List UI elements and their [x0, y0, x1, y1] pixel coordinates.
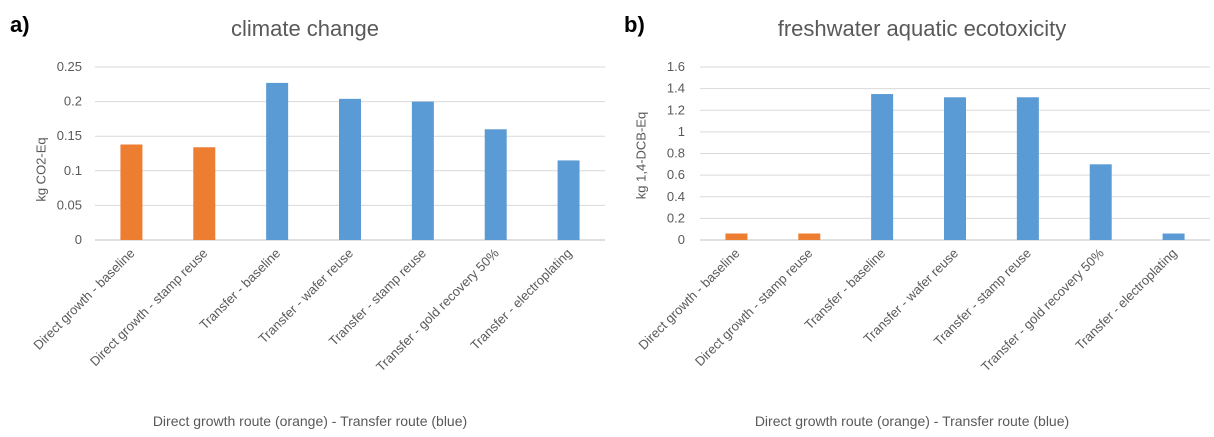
bar	[339, 98, 361, 240]
bar	[1016, 97, 1039, 241]
x-tick-label: Direct growth - stamp reuse	[87, 246, 211, 370]
y-tick-label: 0.6	[667, 167, 685, 182]
bar	[944, 97, 966, 241]
y-tick-label: 1.6	[667, 59, 685, 74]
y-tick-label: 1.2	[667, 102, 685, 117]
panel-label: a)	[10, 12, 30, 37]
bar	[411, 101, 434, 240]
y-tick-label: 0.05	[57, 197, 82, 212]
y-tick-label: 0.8	[667, 146, 685, 161]
bar	[266, 82, 289, 240]
chart-title: climate change	[231, 16, 379, 41]
bar	[725, 233, 748, 240]
x-axis-label: Direct growth route (orange) - Transfer …	[754, 413, 1070, 429]
y-tick-label: 0	[75, 232, 82, 247]
x-tick-label: Transfer - gold recovery 50%	[978, 245, 1107, 374]
y-tick-label: 0.25	[57, 59, 82, 74]
y-tick-label: 1.4	[667, 81, 685, 96]
x-tick-label: Direct growth - stamp reuse	[692, 246, 816, 370]
bar	[1162, 233, 1185, 240]
x-tick-label: Transfer - baseline	[196, 246, 283, 333]
bar	[1089, 164, 1112, 240]
chart-panel-b: b) freshwater aquatic ecotoxicity kg 1,4…	[612, 0, 1214, 437]
y-tick-label: 0.2	[64, 94, 82, 109]
bar	[557, 160, 580, 240]
bar	[871, 94, 894, 240]
bar	[120, 144, 143, 240]
bar	[193, 147, 216, 240]
y-tick-label: 0.2	[667, 210, 685, 225]
y-tick-label: 1	[678, 124, 685, 139]
x-tick-label: Transfer - baseline	[801, 246, 888, 333]
chart-panel-a: a) climate change kg CO2-Eq Direct growt…	[10, 12, 605, 429]
y-tick-label: 0.4	[667, 189, 685, 204]
bar	[484, 129, 507, 240]
y-tick-label: 0.15	[57, 128, 82, 143]
chart-title: freshwater aquatic ecotoxicity	[777, 16, 1067, 41]
y-tick-label: 0.1	[64, 163, 82, 178]
y-tick-label: 0	[678, 232, 685, 247]
x-axis-label: Direct growth route (orange) - Transfer …	[152, 413, 468, 429]
x-tick-label: Transfer - gold recovery 50%	[373, 245, 502, 374]
bar	[798, 233, 821, 240]
panel-label: b)	[624, 12, 645, 37]
